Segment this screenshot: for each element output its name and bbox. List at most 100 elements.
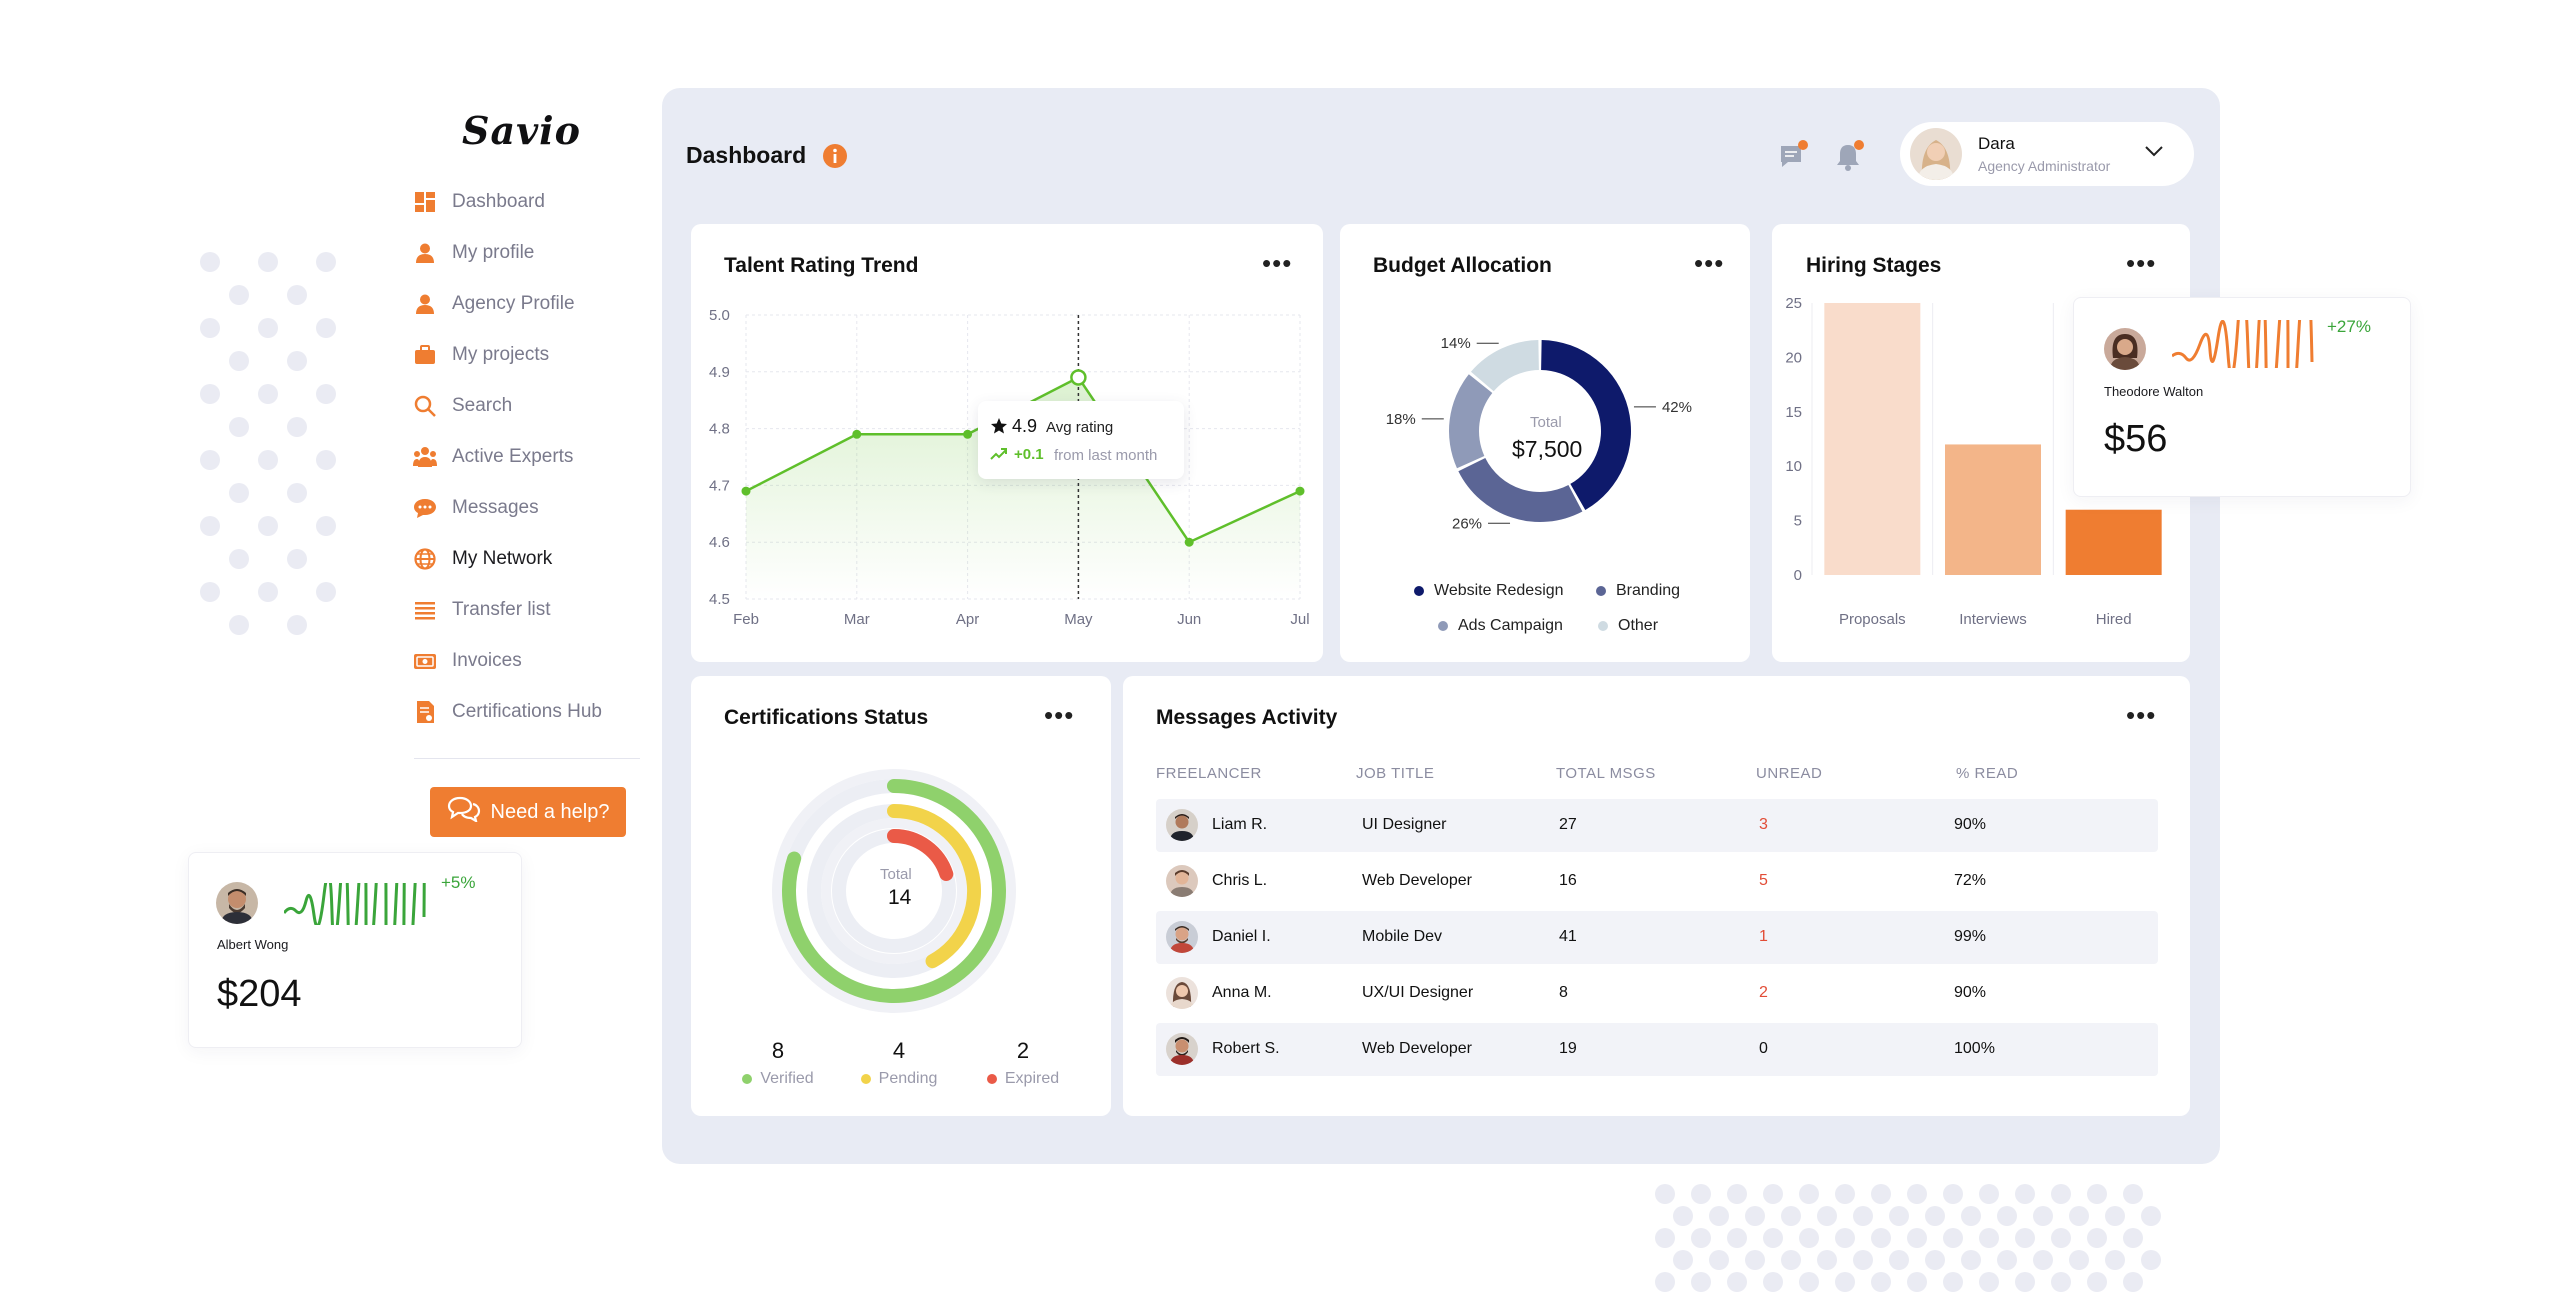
- dot: [1835, 1272, 1855, 1292]
- chat-icon[interactable]: [1776, 140, 1810, 179]
- dot: [1925, 1206, 1945, 1226]
- person-name: Albert Wong: [217, 937, 289, 952]
- tooltip-delta-label: from last month: [1054, 447, 1158, 464]
- donut-slice: [1541, 340, 1631, 510]
- bell-icon[interactable]: [1832, 139, 1866, 180]
- table-row[interactable]: Anna M. UX/UI Designer 8 2 90%: [1156, 967, 2158, 1020]
- sidebar-item-dashboard[interactable]: Dashboard: [412, 176, 642, 227]
- trend-up-icon: [990, 447, 1008, 466]
- dot: [258, 582, 278, 602]
- dot: [200, 384, 220, 404]
- user-menu[interactable]: Dara Agency Administrator: [1900, 122, 2194, 186]
- x-tick-label: Jul: [1290, 611, 1309, 628]
- ring-arc: [887, 829, 954, 882]
- dot: [2069, 1250, 2089, 1270]
- dot: [1709, 1250, 1729, 1270]
- dot: [1673, 1206, 1693, 1226]
- page-title: Dashboard: [686, 142, 807, 168]
- need-help-button[interactable]: Need a help?: [430, 787, 626, 837]
- budget-allocation-card: [1340, 224, 1750, 662]
- legend-label: Website Redesign: [1434, 582, 1564, 599]
- sidebar-item-my-network[interactable]: My Network: [412, 533, 642, 584]
- dot: [1835, 1184, 1855, 1204]
- dot: [258, 450, 278, 470]
- dot: [1763, 1184, 1783, 1204]
- certifications-radial-chart: [772, 769, 1016, 1013]
- dot: [1799, 1228, 1819, 1248]
- x-tick-label: Interviews: [1959, 611, 2027, 628]
- talent-line-chart: 4.5 4.6 4.7 4.8 4.9 5.0 Feb Mar Apr May Jun Jul: [709, 307, 1310, 628]
- dot: [2087, 1228, 2107, 1248]
- change-percent: +5%: [441, 873, 476, 892]
- dot: [1853, 1206, 1873, 1226]
- sidebar-item-active-experts[interactable]: Active Experts: [412, 431, 642, 482]
- y-tick-label: 5.0: [709, 307, 730, 324]
- sidebar-item-label: Transfer list: [452, 598, 551, 620]
- sidebar-item-messages[interactable]: Messages: [412, 482, 642, 533]
- table-row[interactable]: Daniel I. Mobile Dev 41 1 99%: [1156, 911, 2158, 964]
- sidebar-item-my-projects[interactable]: My projects: [412, 329, 642, 380]
- sidebar-item-search[interactable]: Search: [412, 380, 642, 431]
- table-row[interactable]: Chris L. Web Developer 16 5 72%: [1156, 855, 2158, 908]
- avatar: [1166, 1033, 1198, 1065]
- dot: [1997, 1250, 2017, 1270]
- column-header: TOTAL MSGS: [1556, 765, 1656, 782]
- x-tick-label: Proposals: [1839, 611, 1906, 628]
- card-title: Certifications Status: [724, 706, 929, 729]
- dot: [229, 483, 249, 503]
- column-header: FREELANCER: [1156, 765, 1262, 782]
- dot: [316, 318, 336, 338]
- dot: [2141, 1250, 2161, 1270]
- dot: [1961, 1250, 1981, 1270]
- dot: [2051, 1184, 2071, 1204]
- legend-label: Other: [1618, 617, 1659, 634]
- dot: [287, 351, 307, 371]
- dot: [1907, 1272, 1927, 1292]
- dot: [2069, 1206, 2089, 1226]
- x-tick-label: Mar: [844, 611, 870, 628]
- data-point: [852, 429, 862, 439]
- chart-tooltip: 4.9 Avg rating +0.1 from last month: [978, 401, 1184, 479]
- sidebar-item-invoices[interactable]: Invoices: [412, 635, 642, 686]
- x-tick-label: Feb: [733, 611, 759, 628]
- dot: [1691, 1272, 1711, 1292]
- avatar: [1166, 865, 1198, 897]
- more-options-icon[interactable]: •••: [2126, 700, 2157, 730]
- bar: [1945, 444, 2041, 575]
- info-icon[interactable]: [822, 143, 848, 174]
- dot: [1943, 1228, 1963, 1248]
- card-title: Talent Rating Trend: [724, 254, 919, 277]
- list-icon: [412, 597, 438, 623]
- freelancer-name: Daniel I.: [1212, 928, 1271, 945]
- dot: [2087, 1184, 2107, 1204]
- avatar: [1166, 921, 1198, 953]
- y-tick-label: 4.8: [709, 421, 730, 438]
- sidebar-item-transfer-list[interactable]: Transfer list: [412, 584, 642, 635]
- slice-label: 14%: [1441, 335, 1471, 352]
- dot: [258, 516, 278, 536]
- y-tick-label: 4.6: [709, 534, 730, 551]
- amount: $204: [217, 973, 302, 1015]
- dot: [1907, 1184, 1927, 1204]
- table-row[interactable]: Liam R. UI Designer 27 3 90%: [1156, 799, 2158, 852]
- table-row[interactable]: Robert S. Web Developer 19 0 100%: [1156, 1023, 2158, 1076]
- dot: [200, 516, 220, 536]
- dashboard-icon: [412, 189, 438, 215]
- dot: [2087, 1272, 2107, 1292]
- sparkline-albert: [284, 883, 426, 925]
- sidebar-item-certifications-hub[interactable]: Certifications Hub: [412, 686, 642, 737]
- sidebar-item-label: Messages: [452, 496, 539, 518]
- dot: [229, 285, 249, 305]
- avatar: [1166, 977, 1198, 1009]
- person-name: Theodore Walton: [2104, 384, 2204, 399]
- dot: [258, 384, 278, 404]
- stat-label: Verified: [760, 1070, 814, 1087]
- sidebar-item-agency-profile[interactable]: Agency Profile: [412, 278, 642, 329]
- slice-label: 18%: [1386, 411, 1416, 428]
- dot: [1727, 1272, 1747, 1292]
- donut-total-label: Total: [1530, 414, 1562, 431]
- dot: [2105, 1250, 2125, 1270]
- read-percent: 90%: [1954, 816, 1987, 833]
- sidebar-item-my-profile[interactable]: My profile: [412, 227, 642, 278]
- earnings-card-albert: +5% Albert Wong $204: [188, 852, 522, 1048]
